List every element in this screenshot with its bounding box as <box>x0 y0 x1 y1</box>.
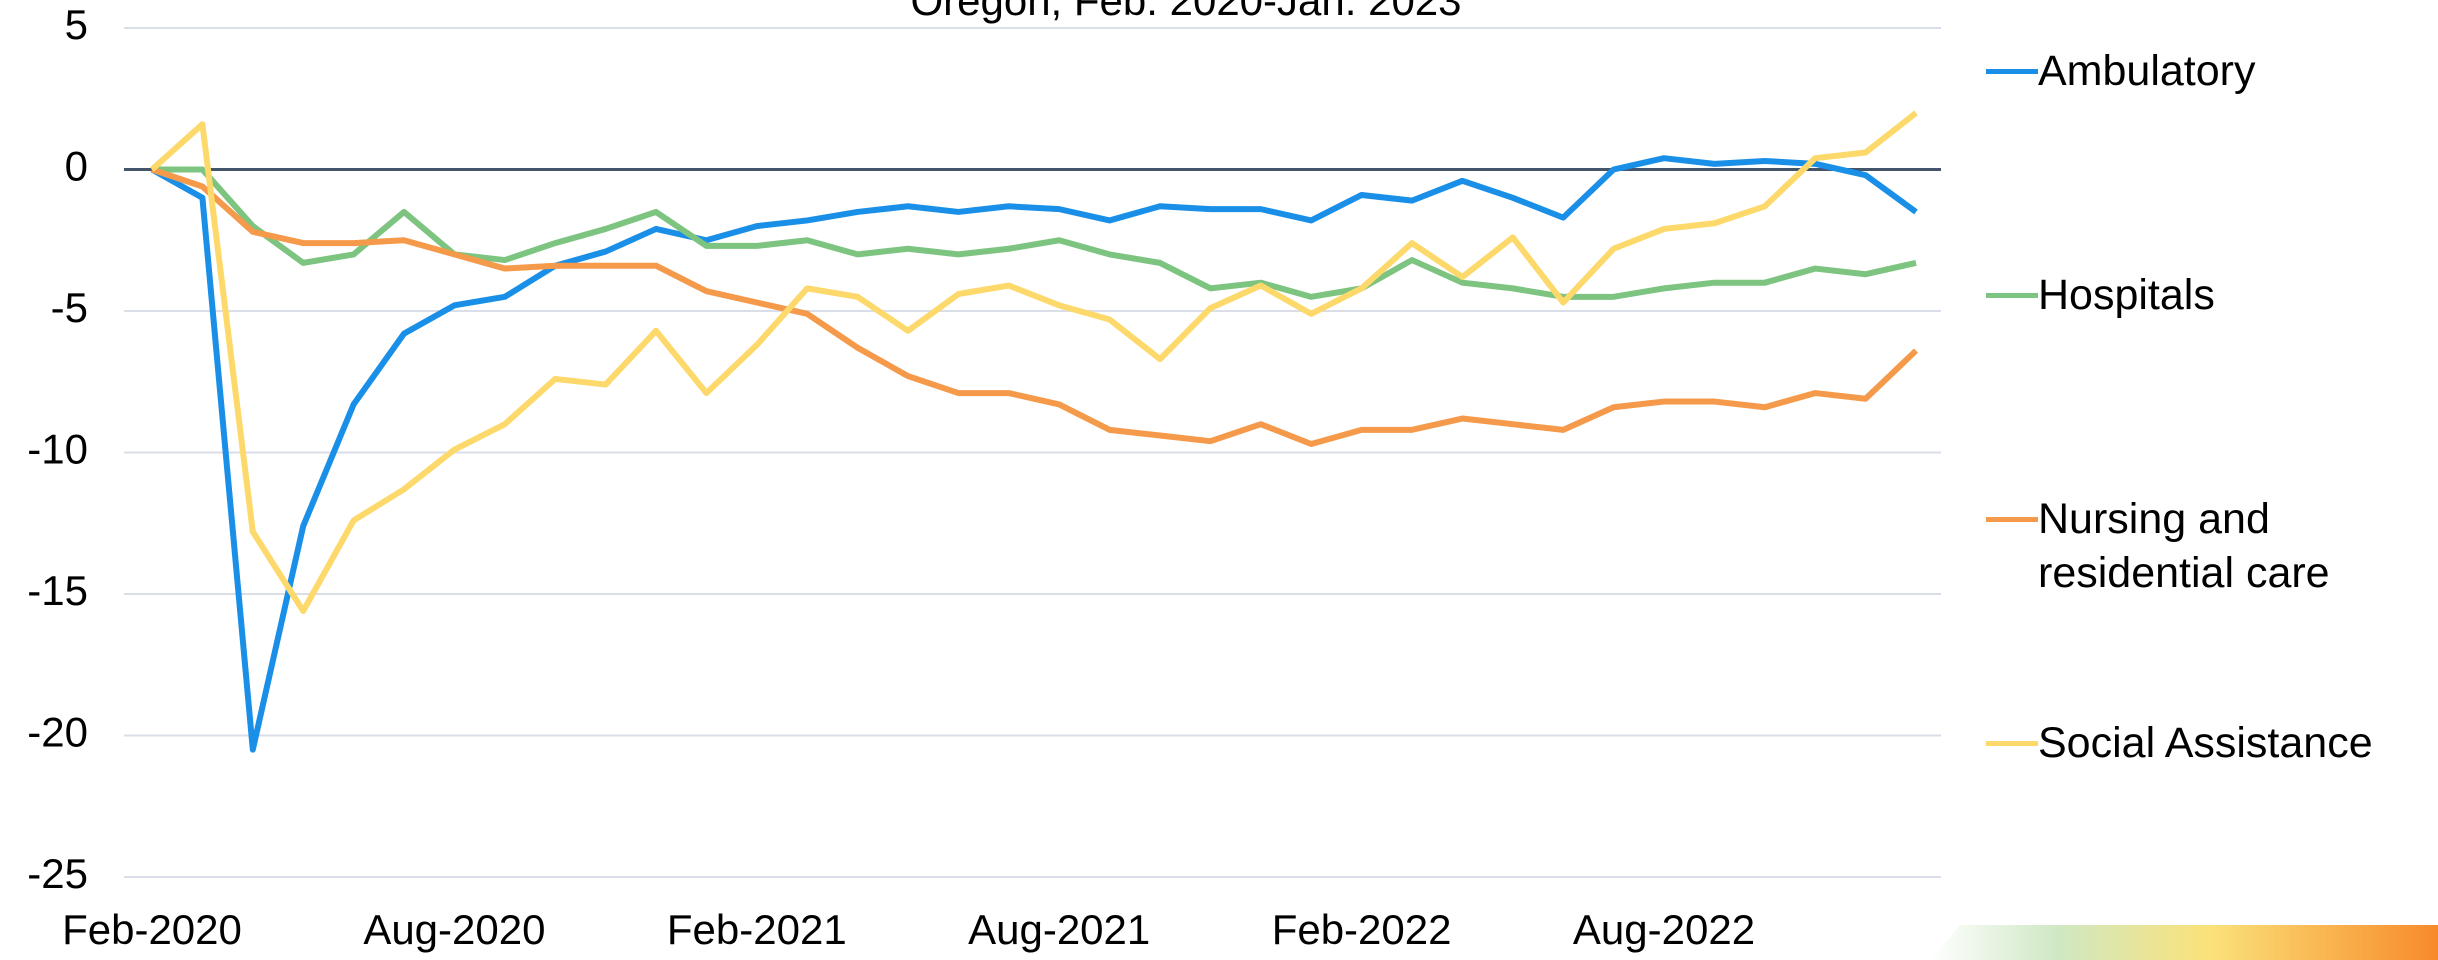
legend-label: Hospitals <box>2038 271 2215 319</box>
legend-swatch <box>1986 69 2038 74</box>
legend-item: Nursing and residential care <box>1986 492 2426 600</box>
y-tick-label: -10 <box>27 426 88 473</box>
x-tick-label: Aug-2022 <box>1573 906 1755 953</box>
series-line <box>149 110 1918 614</box>
y-tick-label: -25 <box>27 850 88 897</box>
x-tick-label: Feb-2021 <box>667 906 847 953</box>
y-tick-label: -20 <box>27 709 88 756</box>
legend-label: Nursing and residential care <box>2038 495 2330 597</box>
y-tick-label: -15 <box>27 567 88 614</box>
legend-swatch <box>1986 741 2038 746</box>
legend-swatch <box>1986 293 2038 298</box>
series-line <box>151 166 1919 448</box>
legend-label: Ambulatory <box>2038 47 2256 95</box>
series-line <box>152 166 1917 300</box>
x-tick-label: Aug-2021 <box>968 906 1150 953</box>
decoration <box>1930 925 2438 960</box>
x-tick-label: Feb-2022 <box>1272 906 1452 953</box>
legend-item: Social Assistance <box>1986 716 2426 770</box>
legend-swatch <box>1986 517 2038 522</box>
y-tick-label: 5 <box>65 1 88 48</box>
series-line <box>150 155 1918 753</box>
y-tick-label: 0 <box>65 143 88 190</box>
chart-title: Oregon, Feb. 2020-Jan. 2023 <box>910 0 1461 24</box>
x-tick-label: Aug-2020 <box>363 906 545 953</box>
y-tick-label: -5 <box>51 284 88 331</box>
legend-item: Ambulatory <box>1986 44 2426 98</box>
legend-item: Hospitals <box>1986 268 2426 322</box>
legend-label: Social Assistance <box>2038 719 2373 767</box>
x-tick-label: Feb-2020 <box>62 906 242 953</box>
